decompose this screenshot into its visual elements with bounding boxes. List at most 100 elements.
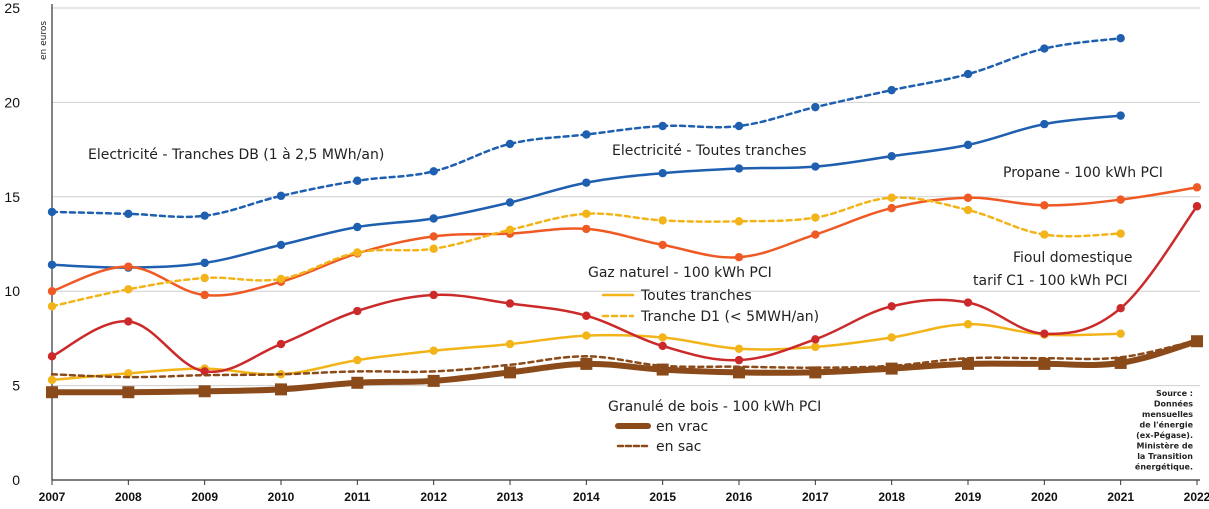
point-fioul	[277, 340, 285, 348]
x-tick-label: 2007	[39, 490, 66, 504]
x-tick-label: 2010	[268, 490, 295, 504]
y-tick-label: 0	[12, 472, 20, 488]
point-bois_vrac	[199, 385, 211, 397]
x-tick-label: 2017	[802, 490, 829, 504]
y-tick-label: 15	[4, 189, 20, 205]
y-axis-label: en euros	[39, 21, 49, 60]
point-fioul	[811, 335, 819, 343]
point-propane	[48, 287, 56, 295]
point-elec_db	[429, 167, 437, 175]
point-propane	[735, 253, 743, 261]
point-fioul	[1193, 202, 1201, 210]
point-gaz_d1	[200, 274, 208, 282]
x-tick-label: 2016	[726, 490, 753, 504]
x-tick-label: 2011	[344, 490, 370, 504]
series-bois_vrac	[46, 335, 1203, 398]
point-gaz_d1	[353, 248, 361, 256]
source-note-line: la Transition	[1137, 452, 1193, 461]
annotation-gaz_all: Toutes tranches	[640, 288, 752, 304]
point-gaz_all	[429, 346, 437, 354]
point-propane	[429, 232, 437, 240]
point-elec_all	[735, 164, 743, 172]
point-elec_all	[658, 169, 666, 177]
point-fioul	[735, 356, 743, 364]
point-propane	[1116, 195, 1124, 203]
point-gaz_all	[658, 333, 666, 341]
annotation-bois_sac: en sac	[656, 439, 702, 455]
point-elec_db	[582, 130, 590, 138]
series-gaz_d1	[48, 194, 1125, 311]
point-gaz_d1	[1040, 230, 1048, 238]
point-elec_db	[506, 140, 514, 148]
annotation-bois: Granulé de bois - 100 kWh PCI	[608, 399, 821, 415]
annotation-gaz_d1: Tranche D1 (< 5MWH/an)	[640, 309, 819, 325]
point-fioul	[353, 307, 361, 315]
point-fioul	[429, 291, 437, 299]
point-bois_vrac	[46, 386, 58, 398]
point-bois_vrac	[275, 383, 287, 395]
source-note-line: énergétique.	[1135, 462, 1193, 472]
point-fioul	[1116, 304, 1124, 312]
point-propane	[1040, 201, 1048, 209]
x-tick-label: 2014	[573, 490, 600, 504]
point-propane	[124, 262, 132, 270]
point-elec_db	[811, 103, 819, 111]
point-gaz_d1	[48, 302, 56, 310]
y-tick-label: 25	[4, 0, 20, 16]
point-propane	[964, 194, 972, 202]
energy-price-chart: 0510152025en euros2007 2008 2009 2010 2011 20…	[0, 0, 1209, 509]
point-gaz_all	[582, 331, 590, 339]
point-fioul	[48, 352, 56, 360]
point-elec_db	[353, 177, 361, 185]
point-gaz_d1	[1116, 229, 1124, 237]
point-fioul	[506, 299, 514, 307]
x-tick-label: 2012	[420, 490, 447, 504]
annotation-elec_all: Electricité - Toutes tranches	[612, 143, 806, 159]
point-elec_all	[353, 223, 361, 231]
point-gaz_all	[887, 333, 895, 341]
point-bois_vrac	[428, 375, 440, 387]
point-bois_vrac	[962, 358, 974, 370]
source-note-line: (ex-Pégase).	[1136, 430, 1193, 440]
point-propane	[658, 241, 666, 249]
point-elec_all	[964, 141, 972, 149]
series-elec_db	[48, 34, 1125, 220]
point-elec_all	[200, 259, 208, 267]
point-gaz_all	[811, 343, 819, 351]
point-gaz_d1	[582, 210, 590, 218]
point-bois_vrac	[1038, 358, 1050, 370]
point-bois_vrac	[122, 386, 134, 398]
x-tick-label: 2019	[955, 490, 982, 504]
point-fioul	[887, 302, 895, 310]
point-elec_db	[887, 86, 895, 94]
point-gaz_d1	[811, 213, 819, 221]
point-elec_db	[124, 210, 132, 218]
point-gaz_d1	[735, 217, 743, 225]
annotation-fioul_2: tarif C1 - 100 kWh PCI	[973, 273, 1128, 289]
point-propane	[811, 230, 819, 238]
point-gaz_d1	[887, 194, 895, 202]
x-tick-label: 2020	[1031, 490, 1058, 504]
point-gaz_d1	[658, 216, 666, 224]
point-bois_vrac	[886, 363, 898, 375]
point-bois_vrac	[1191, 335, 1203, 347]
annotation-bois_vrac: en vrac	[656, 419, 708, 435]
point-elec_db	[735, 122, 743, 130]
source-note-line: Données	[1154, 399, 1193, 409]
point-fioul	[582, 312, 590, 320]
annotation-gaz: Gaz naturel - 100 kWh PCI	[588, 265, 772, 281]
point-elec_db	[48, 208, 56, 216]
series-layer	[46, 34, 1203, 398]
x-tick-label: 2021	[1107, 490, 1134, 504]
x-tick-label: 2015	[649, 490, 676, 504]
point-gaz_all	[964, 320, 972, 328]
point-fioul	[124, 317, 132, 325]
point-elec_db	[200, 211, 208, 219]
line-elec_db	[52, 38, 1121, 217]
gridlines	[52, 8, 1200, 386]
point-gaz_d1	[429, 245, 437, 253]
y-tick-label: 10	[4, 283, 20, 299]
line-bois_vrac	[52, 341, 1197, 392]
point-bois_vrac	[657, 364, 669, 376]
point-gaz_d1	[964, 206, 972, 214]
